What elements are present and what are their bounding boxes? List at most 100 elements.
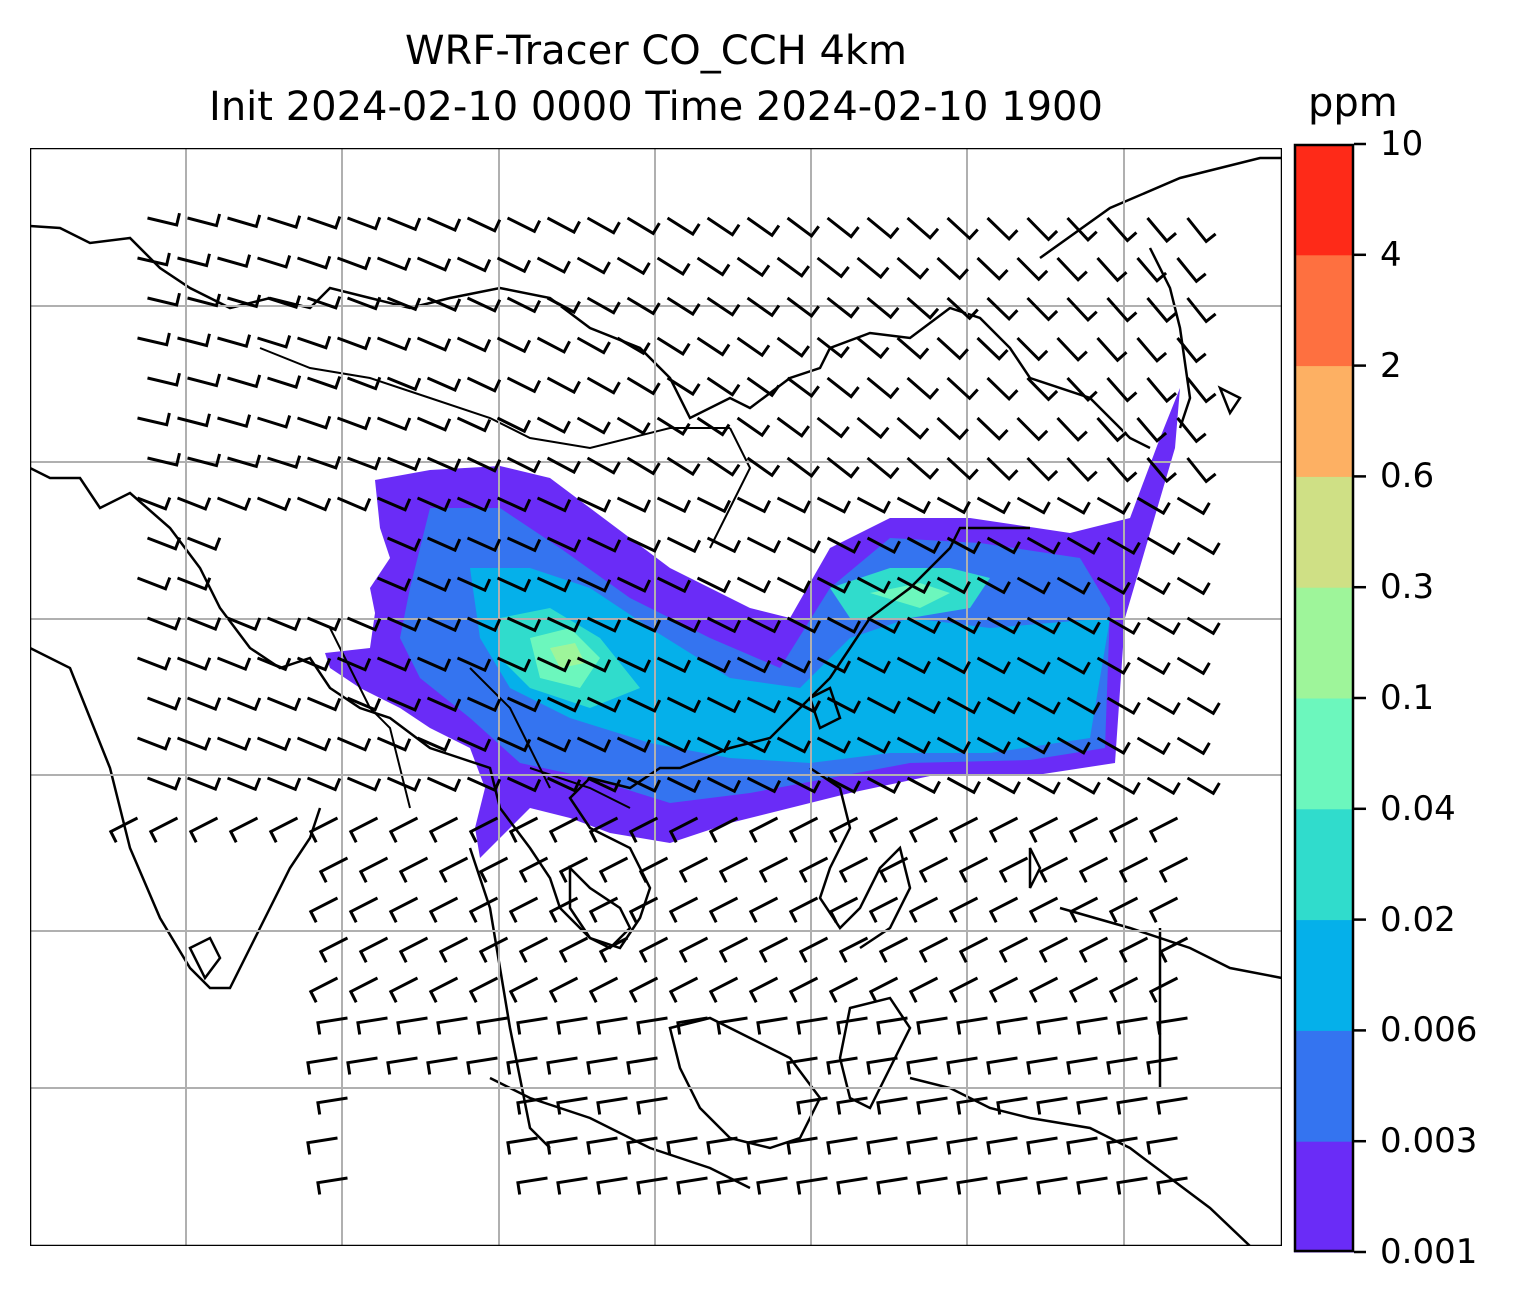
- wind-barb: [216, 496, 252, 512]
- wind-barb: [1148, 896, 1179, 923]
- wind-barb: [1056, 576, 1091, 595]
- wind-barb: [1026, 776, 1061, 795]
- wind-barb: [1176, 656, 1211, 676]
- wind-barb: [748, 896, 779, 923]
- wind-barb: [146, 616, 182, 631]
- wind-barb: [786, 1136, 818, 1155]
- wind-barb: [1148, 976, 1179, 1003]
- wind-barb: [308, 896, 339, 923]
- wind-barb: [666, 296, 701, 317]
- wind-barb: [616, 736, 652, 753]
- wind-barb: [716, 1016, 748, 1035]
- wind-barb: [396, 1016, 428, 1035]
- wind-barb: [976, 736, 1011, 755]
- wind-barb: [946, 216, 979, 241]
- wind-barb: [1056, 496, 1091, 515]
- wind-barb: [506, 216, 542, 234]
- wind-barb: [826, 616, 862, 634]
- wind-barb: [318, 936, 349, 963]
- wind-barb: [386, 216, 422, 232]
- wind-barb: [626, 616, 662, 633]
- wind-barb: [456, 656, 492, 673]
- wind-barb: [426, 696, 462, 713]
- wind-barb: [616, 656, 652, 673]
- wind-barb: [1106, 696, 1141, 716]
- wind-barb: [257, 415, 292, 429]
- wind-barb: [986, 1056, 1018, 1075]
- wind-barb: [227, 294, 262, 309]
- wind-barb: [438, 936, 469, 963]
- wind-barb: [896, 416, 930, 440]
- wind-barb: [1176, 736, 1211, 756]
- wind-barb: [638, 856, 669, 883]
- wind-barb: [856, 336, 890, 360]
- wind-barb: [786, 696, 822, 714]
- wind-barb: [1146, 696, 1181, 716]
- wind-barb: [666, 536, 702, 554]
- wind-barb: [1186, 457, 1217, 484]
- wind-barb: [217, 254, 252, 269]
- wind-barb: [296, 736, 332, 752]
- wind-barb: [558, 856, 589, 883]
- wind-barb: [386, 776, 422, 792]
- wind-barb: [416, 576, 452, 592]
- wind-barb: [828, 816, 859, 843]
- wind-barb: [316, 1016, 348, 1035]
- wind-barb: [478, 856, 509, 883]
- wind-barb: [316, 1096, 348, 1115]
- wind-barb: [716, 1176, 748, 1195]
- wind-barb: [596, 1176, 628, 1195]
- wind-barb: [1038, 856, 1069, 883]
- wind-barb: [598, 856, 629, 883]
- wind-barb: [746, 776, 782, 794]
- wind-barb: [696, 416, 731, 437]
- wind-barb: [308, 816, 339, 843]
- wind-barb: [776, 736, 812, 754]
- wind-barb: [386, 296, 422, 312]
- wind-barb: [1146, 457, 1177, 484]
- wind-barb: [257, 255, 292, 269]
- wind-barb: [266, 776, 302, 792]
- wind-barb: [856, 496, 891, 514]
- wind-barb: [1136, 417, 1168, 443]
- wind-barb: [506, 1056, 538, 1075]
- wind-barb: [936, 416, 969, 441]
- wind-barb: [416, 336, 452, 352]
- wind-barb: [838, 856, 869, 883]
- wind-barb: [1106, 1136, 1138, 1155]
- wind-barb: [1076, 1016, 1108, 1035]
- wind-barb: [826, 1136, 858, 1155]
- wind-barb: [816, 416, 850, 439]
- wind-barb: [466, 376, 502, 393]
- wind-barb: [386, 616, 422, 632]
- wind-barb: [1108, 896, 1139, 923]
- wind-barb: [388, 816, 419, 843]
- wind-barb: [318, 856, 349, 883]
- wind-barb: [916, 1016, 948, 1035]
- wind-barb: [1096, 736, 1131, 755]
- wind-barb: [626, 776, 662, 793]
- colorbar-segment: [1294, 919, 1354, 1031]
- wind-barb: [786, 616, 822, 634]
- wind-barb: [228, 816, 259, 843]
- wind-barb: [428, 816, 459, 843]
- wind-barb: [988, 896, 1019, 923]
- wind-barb: [456, 336, 492, 353]
- wind-barb: [856, 576, 891, 594]
- wind-barb: [187, 293, 222, 308]
- wind-barb: [508, 976, 539, 1003]
- wind-barb: [946, 616, 981, 635]
- wind-barb: [746, 296, 781, 318]
- colorbar-tick-label: 0.3: [1380, 567, 1435, 608]
- wind-barb: [836, 1016, 868, 1035]
- wind-barb: [706, 536, 742, 554]
- wind-barb: [706, 616, 742, 634]
- wind-barb: [146, 536, 182, 551]
- wind-barb: [306, 696, 342, 712]
- wind-barb: [137, 412, 171, 427]
- wind-barb: [906, 696, 941, 715]
- wind-barb: [1136, 736, 1171, 756]
- wind-barb: [1066, 456, 1098, 483]
- wind-barb: [536, 736, 572, 753]
- wind-barb: [708, 896, 739, 923]
